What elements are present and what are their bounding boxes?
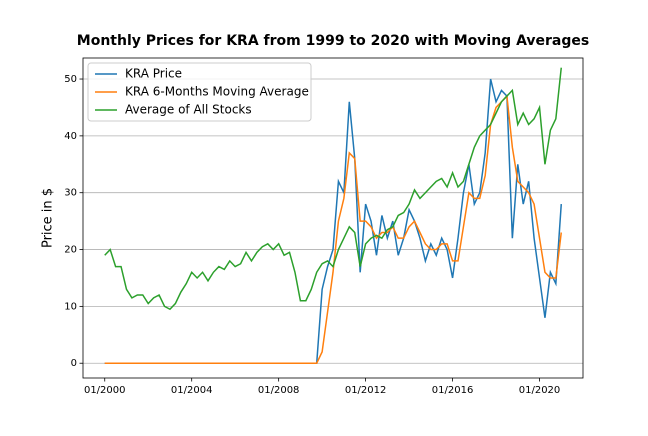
y-tick-label: 20 xyxy=(64,245,77,256)
y-tick-label: 50 xyxy=(64,74,77,85)
chart-title: Monthly Prices for KRA from 1999 to 2020… xyxy=(77,33,589,49)
legend: KRA Price KRA 6-Months Moving Average Aver… xyxy=(87,62,312,122)
y-tick-label: 40 xyxy=(64,131,77,142)
y-tick-label: 0 xyxy=(71,358,77,369)
x-tick-label: 01/2012 xyxy=(345,385,387,396)
legend-label: Average of All Stocks xyxy=(125,103,252,117)
legend-label: KRA 6-Months Moving Average xyxy=(125,85,309,99)
y-tick-label: 30 xyxy=(64,188,77,199)
x-tick-label: 01/2000 xyxy=(84,385,126,396)
series-line xyxy=(104,67,563,311)
x-tick-label: 01/2008 xyxy=(258,385,300,396)
plot-frame xyxy=(82,57,584,379)
legend-label: KRA Price xyxy=(125,67,182,81)
y-tick-label: 10 xyxy=(64,301,77,312)
series-line xyxy=(104,94,563,364)
legend-box xyxy=(87,62,312,122)
x-tick-label: 01/2020 xyxy=(519,385,561,396)
x-tick-label: 01/2016 xyxy=(432,385,474,396)
y-axis-label: Price in $ xyxy=(41,188,56,248)
x-tick-label: 01/2004 xyxy=(171,385,213,396)
